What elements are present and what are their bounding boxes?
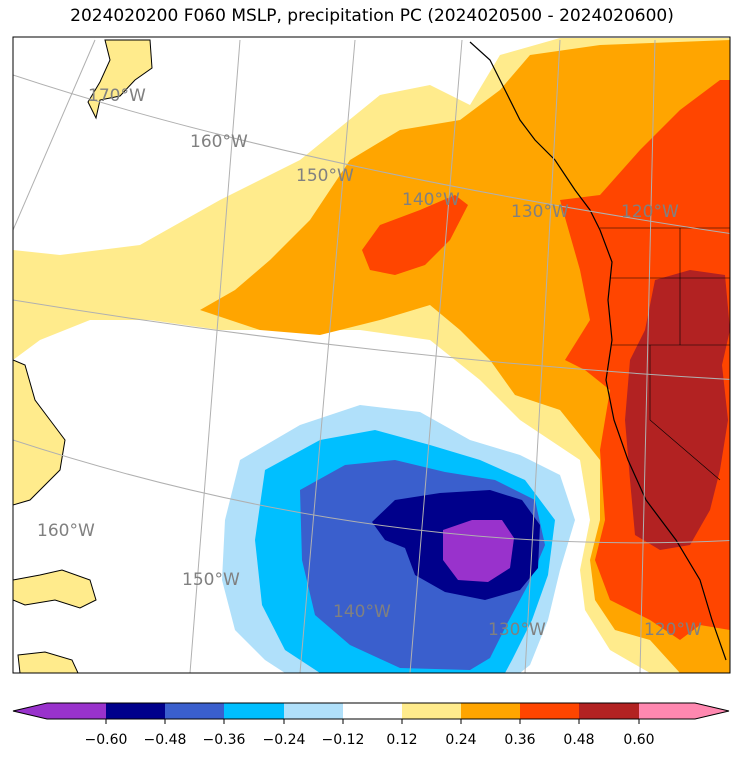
lon-label-120w-top: 120°W: [621, 202, 679, 222]
colorbar-extend-high: [695, 703, 729, 719]
colorbar-segment: [224, 703, 284, 719]
lon-label-150w-top: 150°W: [296, 166, 354, 186]
us-state-borders: [600, 227, 730, 481]
colorbar-segment: [343, 703, 402, 719]
colorbar-segment: [461, 703, 520, 719]
colorbar: −0.60 −0.48 −0.36 −0.24 −0.12 0.12 0.24 …: [12, 702, 730, 748]
lon-label-140w-top: 140°W: [402, 190, 460, 210]
colorbar-tick-label: −0.48: [144, 732, 187, 748]
positive-0.36-blob: [362, 195, 468, 275]
lon-label-150w-bottom: 150°W: [182, 570, 240, 590]
colorbar-segment: [106, 703, 165, 719]
colorbar-tick-label: −0.24: [263, 732, 306, 748]
map-area: [13, 37, 730, 673]
colorbar-tick-label: 0.48: [563, 732, 594, 748]
negative-0.60-region: [443, 520, 514, 582]
positive-0.48-region: [625, 270, 730, 550]
lon-label-140w-bottom: 140°W: [333, 602, 391, 622]
map-frame: [12, 36, 731, 674]
colorbar-tick-label: 0.24: [445, 732, 476, 748]
colorbar-tick-label: −0.12: [322, 732, 365, 748]
lon-label-130w-bottom: 130°W: [488, 620, 546, 640]
colorbar-tick-label: 0.60: [623, 732, 654, 748]
colorbar-segment: [520, 703, 579, 719]
lon-label-160w-bottom: 160°W: [37, 521, 95, 541]
lon-label-130w-top: 130°W: [511, 202, 569, 222]
north-america-coastline: [469, 41, 727, 661]
colorbar-segment: [165, 703, 224, 719]
colorbar-segment: [639, 703, 695, 719]
lon-label-170w-top: 170°W: [88, 86, 146, 106]
colorbar-segment: [284, 703, 343, 719]
kamchatka-coast-land: [13, 569, 97, 609]
colorbar-segment: [402, 703, 461, 719]
colorbar-segment: [47, 703, 106, 719]
alaska-peninsula-land: [87, 39, 153, 120]
colorbar-outline: [12, 702, 730, 720]
colorbar-extend-low: [13, 703, 47, 719]
kuril-islands-land: [17, 651, 79, 673]
lon-label-160w-top: 160°W: [190, 132, 248, 152]
aleutian-islands-land: [13, 359, 66, 506]
colorbar-segment: [579, 703, 639, 719]
lon-label-120w-bottom: 120°W: [644, 620, 702, 640]
colorbar-tick-label: −0.36: [203, 732, 246, 748]
map-title: 2024020200 F060 MSLP, precipitation PC (…: [70, 6, 674, 26]
colorbar-tick-label: 0.36: [504, 732, 535, 748]
colorbar-tick-label: −0.60: [85, 732, 128, 748]
colorbar-tick-label: 0.12: [386, 732, 417, 748]
graticule: [13, 39, 730, 673]
